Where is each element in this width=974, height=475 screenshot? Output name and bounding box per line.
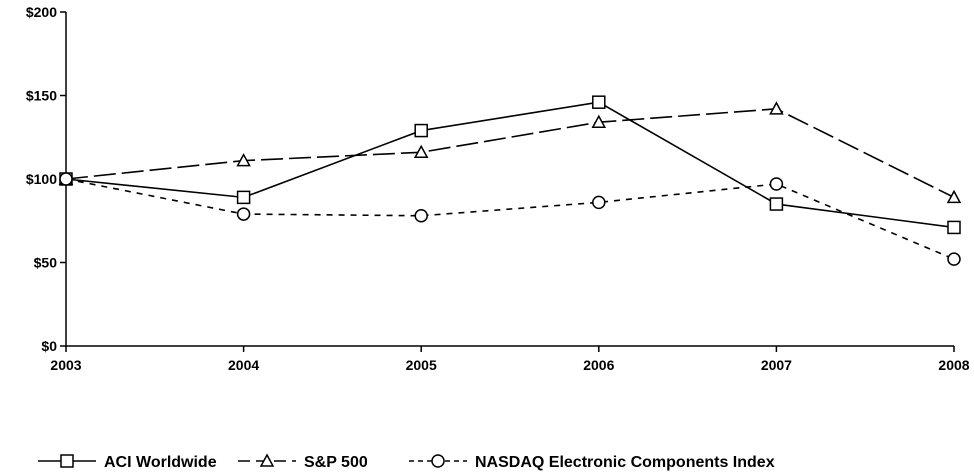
data-point-s-p-500 (236, 153, 251, 167)
data-point-aci-worldwide (414, 123, 428, 138)
legend-item-s-p-500: S&P 500 (238, 453, 368, 471)
axes (65, 12, 954, 347)
series-nasdaq-electronic-components-index (59, 172, 961, 266)
data-point-nasdaq-electronic-components-index (59, 172, 73, 186)
legend-label-aci-worldwide: ACI Worldwide (104, 454, 217, 471)
data-point-s-p-500 (591, 114, 607, 128)
x-axis-ticks: 2003 2004 2005 2006 2007 2008 (50, 346, 970, 373)
series-line-s-p-500 (65, 108, 955, 199)
legend-label-nasdaq-electronic-components-index: NASDAQ Electronic Components Index (475, 454, 775, 471)
legend-marker-aci-worldwide (60, 454, 74, 468)
y-tick-label: $50 (34, 255, 58, 271)
data-point-nasdaq-electronic-components-index (592, 195, 606, 210)
data-point-aci-worldwide (947, 220, 961, 235)
x-tick-label: 2003 (50, 357, 81, 373)
legend-item-aci-worldwide: ACI Worldwide (38, 454, 217, 471)
x-tick-label: 2007 (761, 357, 792, 373)
y-axis-ticks: $0 $50 $100 $150 $200 (26, 4, 66, 354)
x-tick-label: 2008 (938, 357, 969, 373)
series-line-nasdaq-electronic-components-index (65, 178, 955, 260)
series-line-aci-worldwide (65, 101, 955, 229)
data-point-nasdaq-electronic-components-index (947, 252, 961, 266)
legend-marker-nasdaq-electronic-components-index (431, 454, 445, 468)
x-tick-label: 2006 (583, 357, 614, 373)
data-point-nasdaq-electronic-components-index (414, 208, 428, 223)
y-tick-label: $100 (26, 171, 57, 187)
data-point-s-p-500 (946, 189, 962, 204)
data-point-aci-worldwide (769, 197, 784, 211)
x-tick-label: 2005 (406, 357, 437, 373)
data-point-nasdaq-electronic-components-index (769, 177, 784, 191)
legend-label-s-p-500: S&P 500 (304, 454, 368, 471)
series-aci-worldwide (59, 95, 961, 235)
legend-marker-s-p-500 (259, 453, 275, 467)
x-tick-label: 2004 (228, 357, 259, 373)
y-tick-label: $200 (26, 4, 57, 20)
data-point-s-p-500 (769, 101, 784, 115)
data-point-s-p-500 (413, 144, 429, 159)
data-point-aci-worldwide (592, 95, 606, 109)
y-tick-label: $0 (41, 338, 57, 354)
data-point-aci-worldwide (236, 190, 251, 205)
data-point-nasdaq-electronic-components-index (236, 207, 251, 221)
legend-item-nasdaq-electronic-components-index: NASDAQ Electronic Components Index (409, 454, 775, 471)
series-s-p-500 (58, 101, 962, 204)
legend: ACI Worldwide S&P 500 NASDAQ Electronic Co… (38, 453, 775, 471)
y-tick-label: $150 (26, 88, 57, 104)
series (58, 95, 962, 266)
